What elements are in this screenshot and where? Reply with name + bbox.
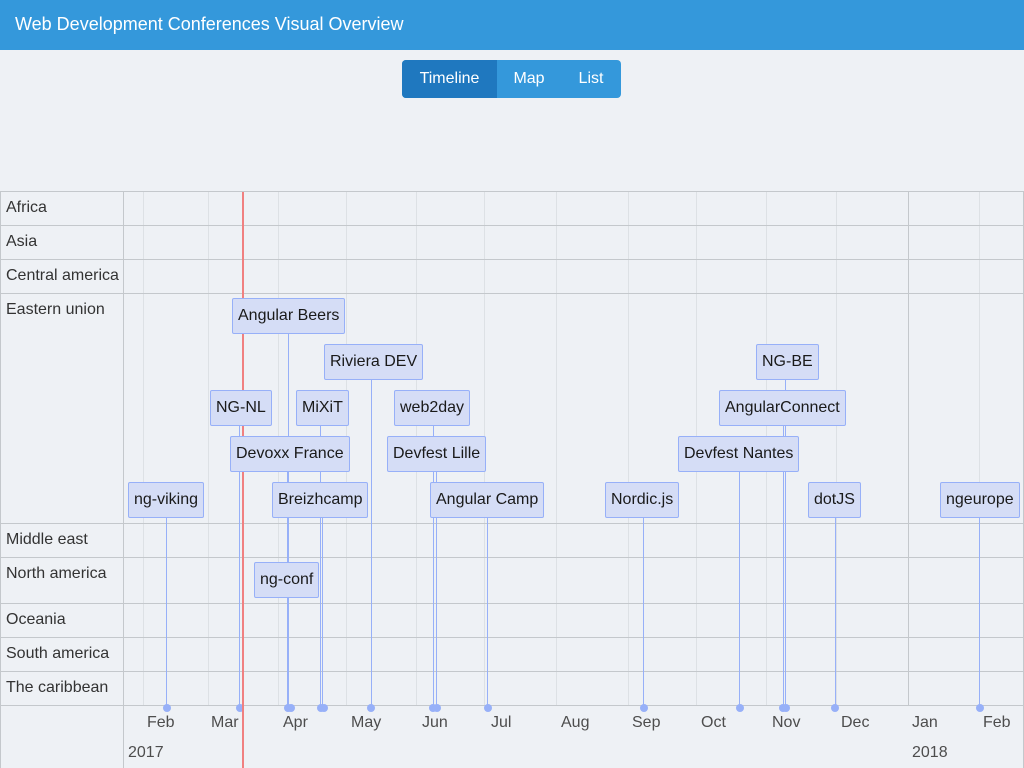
event-stem: [643, 518, 644, 707]
month-label: Mar: [211, 714, 239, 731]
event-stem: [433, 426, 434, 707]
event-stem: [320, 426, 321, 707]
event-stem: [783, 426, 784, 707]
app-header: Web Development Conferences Visual Overv…: [0, 0, 1024, 50]
group-label-oceania: Oceania: [6, 611, 66, 628]
event-stem: [239, 426, 240, 707]
grid-line: [556, 192, 557, 706]
grid-line: [628, 192, 629, 706]
event-dot: [782, 704, 790, 712]
event-stem: [785, 380, 786, 707]
event-dotjs[interactable]: dotJS: [808, 482, 861, 518]
group-label-asia: Asia: [6, 233, 38, 250]
group-label-africa: Africa: [6, 199, 47, 216]
group-row-the-caribbean: The caribbean: [1, 672, 1024, 706]
event-nordic-js[interactable]: Nordic.js: [605, 482, 680, 518]
event-dot: [976, 704, 984, 712]
group-row-eastern-union: Eastern union: [1, 294, 1024, 524]
view-switch: Timeline Map List: [402, 60, 621, 98]
year-label: 2018: [912, 744, 948, 761]
group-label-north-america: North america: [6, 565, 107, 582]
event-stem: [436, 472, 437, 707]
event-dot: [736, 704, 744, 712]
group-row-south-america: South america: [1, 638, 1024, 672]
event-dot: [367, 704, 375, 712]
event-devfest-lille[interactable]: Devfest Lille: [387, 436, 487, 472]
month-label: Jan: [912, 714, 938, 731]
time-axis: Feb Mar Apr May Jun Jul Aug Sep Oct Nov …: [124, 706, 1024, 768]
event-stem: [322, 518, 323, 707]
grid-line: [208, 192, 209, 706]
event-stem: [487, 518, 488, 707]
event-dot: [640, 704, 648, 712]
month-label: Jun: [422, 714, 448, 731]
group-label-south-america: South america: [6, 645, 110, 662]
event-dot: [287, 704, 295, 712]
event-dot: [236, 704, 244, 712]
group-label-middle-east: Middle east: [6, 531, 88, 548]
event-stem: [288, 334, 289, 707]
event-ng-viking[interactable]: ng-viking: [128, 482, 205, 518]
group-row-central-america: Central america: [1, 260, 1024, 294]
event-dot: [433, 704, 441, 712]
list-view-button[interactable]: List: [578, 70, 604, 87]
event-dot: [831, 704, 839, 712]
group-row-asia: Asia: [1, 226, 1024, 260]
month-label: Dec: [841, 714, 870, 731]
month-label: Feb: [983, 714, 1011, 731]
group-label-eastern-union: Eastern union: [6, 301, 105, 318]
event-ng-conf[interactable]: ng-conf: [254, 562, 320, 598]
event-dot: [320, 704, 328, 712]
event-breizhcamp[interactable]: Breizhcamp: [272, 482, 369, 518]
current-time-marker: [242, 192, 244, 768]
group-label-central-america: Central america: [6, 267, 119, 284]
group-labels-column: [1, 192, 124, 768]
event-angular-beers[interactable]: Angular Beers: [232, 298, 346, 334]
month-label: Sep: [632, 714, 661, 731]
event-devoxx-france[interactable]: Devoxx France: [230, 436, 350, 472]
event-stem: [979, 518, 980, 707]
group-label-the-caribbean: The caribbean: [6, 679, 109, 696]
month-label: May: [351, 714, 382, 731]
event-angular-camp[interactable]: Angular Camp: [430, 482, 545, 518]
event-web2day[interactable]: web2day: [394, 390, 471, 426]
event-stem: [739, 472, 740, 707]
group-row-oceania: Oceania: [1, 604, 1024, 638]
month-label: Feb: [147, 714, 175, 731]
app-title: Web Development Conferences Visual Overv…: [15, 14, 404, 34]
event-mixit[interactable]: MiXiT: [296, 390, 349, 426]
month-label: Apr: [283, 714, 308, 731]
event-angularconnect[interactable]: AngularConnect: [719, 390, 846, 426]
month-label: Nov: [772, 714, 801, 731]
event-stem: [371, 380, 372, 707]
event-ngeurope[interactable]: ngeurope: [940, 482, 1020, 518]
timeline-view-button[interactable]: Timeline: [402, 60, 497, 98]
event-riviera-dev[interactable]: Riviera DEV: [324, 344, 424, 380]
event-dot: [484, 704, 492, 712]
grid-line: [979, 192, 980, 706]
grid-line: [836, 192, 837, 706]
group-row-middle-east: Middle east: [1, 524, 1024, 558]
group-row-africa: Africa: [1, 192, 1024, 226]
event-ng-nl[interactable]: NG-NL: [210, 390, 272, 426]
event-stem: [166, 518, 167, 707]
event-dot: [163, 704, 171, 712]
event-devfest-nantes[interactable]: Devfest Nantes: [678, 436, 800, 472]
map-view-button[interactable]: Map: [513, 70, 545, 87]
grid-line-year: [908, 192, 909, 706]
timeline[interactable]: Africa Asia Central america Eastern unio…: [0, 191, 1024, 768]
month-label: Jul: [491, 714, 512, 731]
event-stem: [835, 518, 836, 707]
group-row-north-america: North america: [1, 558, 1024, 604]
month-label: Aug: [561, 714, 590, 731]
event-ng-be[interactable]: NG-BE: [756, 344, 819, 380]
year-label: 2017: [128, 744, 164, 761]
month-label: Oct: [701, 714, 726, 731]
grid-line: [143, 192, 144, 706]
